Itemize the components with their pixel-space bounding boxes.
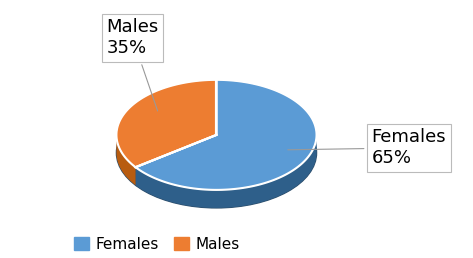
Polygon shape	[136, 80, 316, 190]
Polygon shape	[136, 135, 316, 208]
Text: Males
35%: Males 35%	[106, 18, 158, 111]
Polygon shape	[116, 135, 136, 185]
Ellipse shape	[116, 98, 316, 208]
Text: Females
65%: Females 65%	[288, 128, 446, 167]
Polygon shape	[116, 80, 217, 167]
Legend: Females, Males: Females, Males	[68, 231, 245, 258]
